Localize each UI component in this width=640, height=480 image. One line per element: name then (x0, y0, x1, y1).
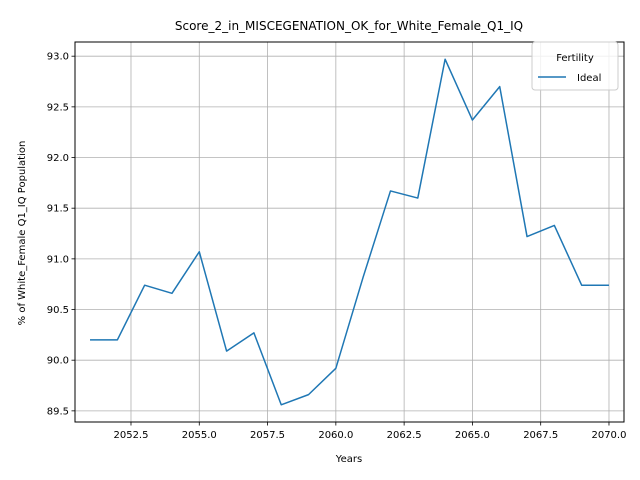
x-axis-label: Years (335, 454, 362, 465)
grid (75, 42, 624, 422)
x-axis-ticks: 2052.5 2055.0 2057.5 2060.0 2062.5 2065.0 2067… (113, 422, 626, 441)
y-tick-label: 92.5 (47, 102, 69, 113)
legend-label-ideal: Ideal (577, 73, 601, 84)
chart-title: Score_2_in_MISCEGENATION_OK_for_White_Fe… (175, 19, 523, 33)
series-layer (90, 58, 609, 406)
y-tick-label: 92.0 (47, 153, 69, 164)
y-tick-label: 91.0 (47, 254, 69, 265)
y-tick-label: 91.5 (47, 204, 69, 215)
legend: Fertility Ideal (531, 41, 619, 91)
y-axis-ticks: 89.5 90.0 90.5 91.0 91.5 92.0 92.5 93.0 (47, 52, 75, 417)
y-axis-label: % of White_Female Q1_IQ Population (17, 141, 28, 326)
x-tick-label: 2070.0 (591, 430, 626, 441)
legend-box (531, 41, 619, 91)
x-tick-label: 2065.0 (455, 430, 490, 441)
y-tick-label: 90.0 (47, 356, 69, 367)
y-tick-label: 89.5 (47, 406, 69, 417)
y-tick-label: 93.0 (47, 52, 69, 63)
x-tick-label: 2055.0 (182, 430, 217, 441)
x-tick-label: 2052.5 (113, 430, 148, 441)
y-tick-label: 90.5 (47, 305, 69, 316)
series-line-ideal (90, 58, 609, 406)
x-tick-label: 2062.5 (387, 430, 422, 441)
plot-frame (74, 41, 625, 423)
x-tick-label: 2067.5 (523, 430, 558, 441)
x-tick-label: 2060.0 (318, 430, 353, 441)
legend-title: Fertility (556, 53, 594, 64)
x-tick-label: 2057.5 (250, 430, 285, 441)
